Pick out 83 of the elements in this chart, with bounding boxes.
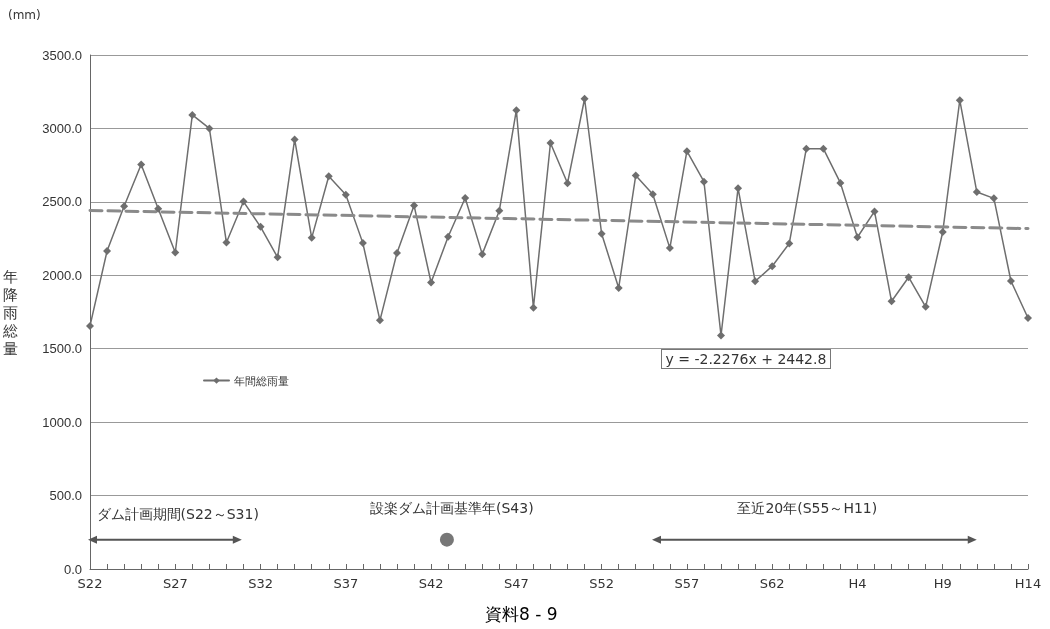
point [154,204,163,213]
point [699,177,708,186]
point [870,207,879,216]
point [529,303,538,312]
point [512,106,521,115]
point [887,297,896,306]
point [1006,277,1015,286]
y-tick-label: 3500.0 [42,47,82,63]
x-tick-label: H9 [933,576,952,591]
point [495,206,504,215]
point [324,172,333,181]
point [358,239,367,248]
y-tick-label: 0.0 [63,561,82,577]
point [461,194,470,203]
y-axis-title: 年降雨総量 [2,267,18,357]
point [785,239,794,248]
point [751,277,760,286]
point [546,138,555,147]
annotation: 設楽ダム計画基準年(S43) [370,499,534,518]
point [120,202,129,211]
point [427,278,436,287]
text: 資料8 - 9 [485,603,558,626]
point [239,197,248,206]
annotation: ダム計画期間(S22～S31) [96,505,259,524]
x-tick-label: H14 [1014,576,1042,591]
point [256,222,265,231]
point [853,233,862,242]
x-tick-label: S37 [333,576,359,591]
y-tick-label: 500.0 [49,488,82,504]
y-tick-label: 3000.0 [42,120,82,136]
x-tick-label: S62 [759,576,785,591]
x-tick-label: S52 [589,576,615,591]
point [802,144,811,153]
point [273,253,282,262]
point [444,232,453,241]
legend-label: 年間総雨量 [234,374,289,387]
y-tick-label: 2000.0 [42,267,82,283]
point [921,302,930,311]
y-tick-label: 1500.0 [42,341,82,357]
point [222,238,231,247]
point [307,233,316,242]
point [580,94,589,103]
point [819,144,828,153]
point [563,179,572,188]
x-tick-label: S57 [674,576,700,591]
point [205,124,214,133]
y-tick-label: 2500.0 [42,194,82,210]
x-tick-label: S47 [503,576,529,591]
point [375,316,384,325]
y-tick-label: 1000.0 [42,414,82,430]
annotation: y = -2.2276x + 2442.8 [660,349,832,370]
point [103,247,112,256]
x-tick-label: S22 [77,576,103,591]
point [768,262,777,271]
point [171,248,180,257]
point [648,190,657,199]
point [597,229,606,238]
point [410,201,419,210]
point [341,190,350,199]
point [290,135,299,144]
x-tick-label: S27 [162,576,188,591]
point [989,194,998,203]
point [955,96,964,105]
annotation: 至近20年(S55～H11) [737,499,878,518]
point [665,244,674,253]
point [682,147,691,156]
point [631,171,640,180]
point [1024,314,1032,323]
point [478,250,487,259]
point [938,227,947,236]
point [717,331,726,340]
x-tick-label: S32 [248,576,273,591]
point [188,110,197,119]
point [972,188,981,197]
x-tick-label: S42 [418,576,444,591]
point [904,273,913,282]
point [392,248,401,257]
x-tick-label: H4 [848,576,867,591]
point [836,178,845,187]
point [614,283,623,292]
text: (mm) [8,8,41,22]
point [86,321,94,330]
point [137,160,146,169]
